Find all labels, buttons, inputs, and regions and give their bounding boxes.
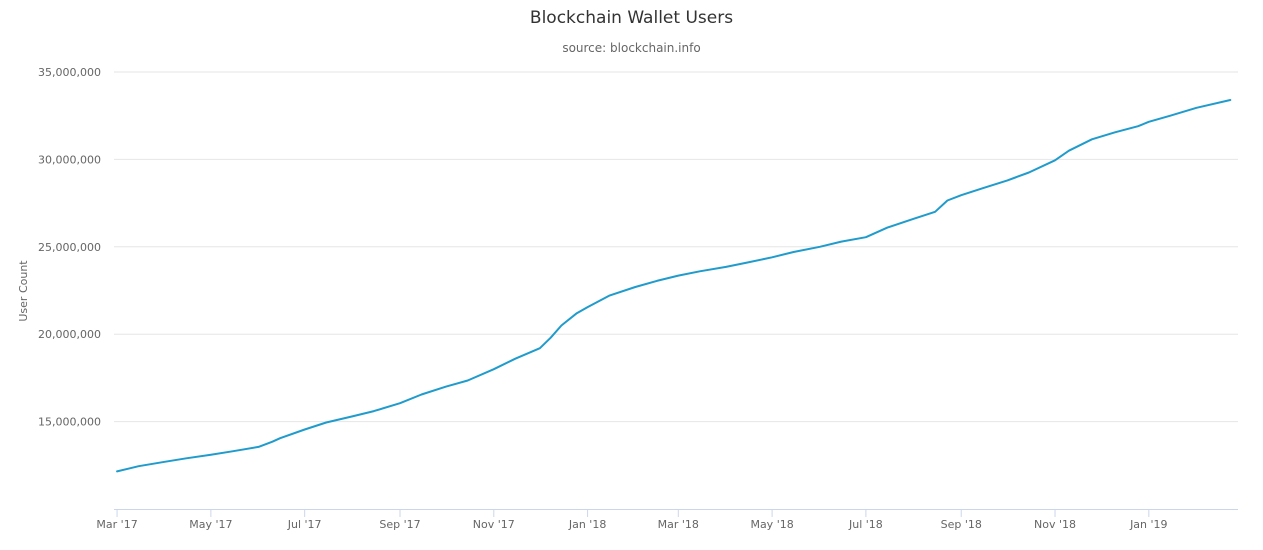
x-tick-label: Nov '18 xyxy=(1034,518,1076,531)
x-tick-label: Jan '19 xyxy=(1129,518,1167,531)
y-tick-label: 15,000,000 xyxy=(38,416,101,429)
y-axis-ticks: 15,000,000 20,000,000 25,000,000 30,000,000… xyxy=(38,66,101,429)
y-tick-label: 30,000,000 xyxy=(38,153,101,166)
x-tick-label: Sep '18 xyxy=(941,518,982,531)
series-line xyxy=(116,99,1232,473)
y-tick-label: 35,000,000 xyxy=(38,66,101,79)
x-tick-label: Jul '18 xyxy=(848,518,883,531)
y-tick-label: 20,000,000 xyxy=(38,328,101,341)
x-tick-label: Sep '17 xyxy=(379,518,420,531)
x-tick-label: May '17 xyxy=(189,518,232,531)
x-axis-ticks: Mar '17 May '17 Jul '17 Sep '17 Nov '17 Jan '… xyxy=(96,509,1168,531)
x-tick-label: Nov '17 xyxy=(473,518,515,531)
y-axis-label: User Count xyxy=(17,260,30,322)
x-tick-label: Mar '18 xyxy=(658,518,699,531)
x-tick-label: Mar '17 xyxy=(96,518,137,531)
chart-subtitle: source: blockchain.info xyxy=(562,41,700,55)
series-layer xyxy=(116,99,1232,473)
chart-title: Blockchain Wallet Users xyxy=(530,8,733,28)
x-tick-label: May '18 xyxy=(750,518,793,531)
y-tick-label: 25,000,000 xyxy=(38,241,101,254)
x-tick-label: Jul '17 xyxy=(287,518,322,531)
x-tick-label: Jan '18 xyxy=(568,518,606,531)
grid-lines xyxy=(114,71,1238,423)
